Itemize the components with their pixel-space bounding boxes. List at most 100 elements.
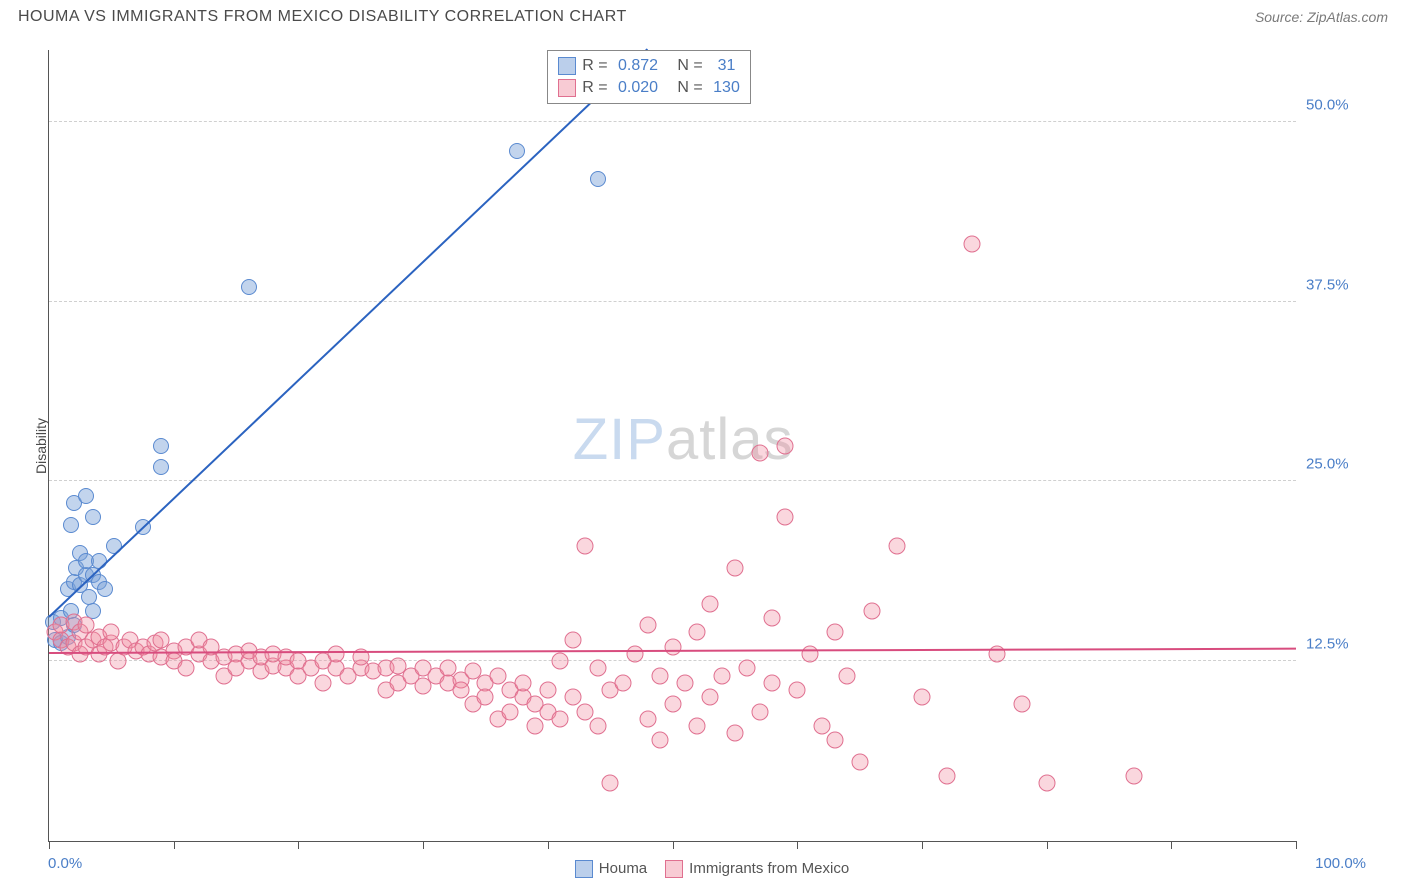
legend-n-value: 31 [713, 55, 735, 77]
data-point [764, 610, 781, 627]
data-point [103, 624, 120, 641]
data-point [826, 732, 843, 749]
data-point [153, 459, 169, 475]
data-point [689, 717, 706, 734]
legend-stat-row: R = 0.872 N = 31 [558, 55, 740, 77]
data-point [577, 703, 594, 720]
data-point [664, 696, 681, 713]
legend-series-label: Houma [599, 860, 647, 877]
legend-swatch-blue [575, 860, 593, 878]
legend-n-value: 130 [713, 77, 740, 99]
data-point [91, 553, 107, 569]
data-point [689, 624, 706, 641]
data-point [639, 617, 656, 634]
x-tick [1047, 841, 1048, 849]
y-tick-label: 50.0% [1306, 96, 1366, 113]
legend-n-label: N = [664, 55, 707, 77]
data-point [676, 674, 693, 691]
y-axis-label: Disability [33, 418, 49, 474]
chart-area: ZIPatlas 12.5%25.0%37.5%50.0% Disability… [48, 50, 1296, 842]
legend-swatch-pink [665, 860, 683, 878]
data-point [776, 509, 793, 526]
data-point [963, 236, 980, 253]
data-point [489, 667, 506, 684]
x-tick [1296, 841, 1297, 849]
y-tick-label: 37.5% [1306, 276, 1366, 293]
x-tick [49, 841, 50, 849]
data-point [701, 595, 718, 612]
trend-line-houma [48, 48, 648, 618]
legend-r-label: R = [582, 55, 612, 77]
series-legend: Houma Immigrants from Mexico [0, 860, 1406, 878]
x-tick [673, 841, 674, 849]
data-point [602, 775, 619, 792]
y-tick-label: 12.5% [1306, 636, 1366, 653]
x-tick [174, 841, 175, 849]
data-point [864, 602, 881, 619]
data-point [63, 517, 79, 533]
watermark: ZIPatlas [573, 406, 794, 473]
data-point [81, 589, 97, 605]
data-point [614, 674, 631, 691]
data-point [751, 703, 768, 720]
data-point [714, 667, 731, 684]
source-label: Source: ZipAtlas.com [1255, 9, 1388, 25]
data-point [888, 538, 905, 555]
data-point [1013, 696, 1030, 713]
data-point [590, 171, 606, 187]
data-point [502, 703, 519, 720]
data-point [589, 717, 606, 734]
data-point [452, 682, 469, 699]
correlation-legend: R = 0.872 N = 31R = 0.020 N = 130 [547, 50, 751, 104]
data-point [652, 667, 669, 684]
data-point [97, 581, 113, 597]
data-point [577, 538, 594, 555]
legend-swatch-blue [558, 57, 576, 75]
data-point [751, 444, 768, 461]
data-point [938, 768, 955, 785]
legend-r-value: 0.020 [618, 77, 658, 99]
data-point [1038, 775, 1055, 792]
data-point [1125, 768, 1142, 785]
data-point [776, 437, 793, 454]
data-point [913, 689, 930, 706]
data-point [814, 717, 831, 734]
legend-stat-row: R = 0.020 N = 130 [558, 77, 740, 99]
data-point [514, 674, 531, 691]
data-point [639, 710, 656, 727]
data-point [726, 559, 743, 576]
data-point [801, 646, 818, 663]
data-point [327, 646, 344, 663]
data-point [509, 143, 525, 159]
data-point [589, 660, 606, 677]
data-point [851, 753, 868, 770]
data-point [664, 638, 681, 655]
data-point [564, 631, 581, 648]
data-point [241, 279, 257, 295]
data-point [315, 674, 332, 691]
legend-n-label: N = [664, 77, 707, 99]
data-point [178, 660, 195, 677]
gridline [49, 301, 1296, 302]
gridline [49, 121, 1296, 122]
plot-area: ZIPatlas 12.5%25.0%37.5%50.0% [48, 50, 1296, 842]
data-point [78, 488, 94, 504]
watermark-atlas: atlas [666, 407, 794, 472]
chart-title: HOUMA VS IMMIGRANTS FROM MEXICO DISABILI… [18, 8, 627, 26]
data-point [477, 689, 494, 706]
data-point [564, 689, 581, 706]
legend-series-label: Immigrants from Mexico [689, 860, 849, 877]
data-point [652, 732, 669, 749]
data-point [539, 682, 556, 699]
data-point [527, 717, 544, 734]
x-tick [548, 841, 549, 849]
legend-r-value: 0.872 [618, 55, 658, 77]
data-point [701, 689, 718, 706]
data-point [764, 674, 781, 691]
data-point [789, 682, 806, 699]
legend-swatch-pink [558, 79, 576, 97]
data-point [726, 725, 743, 742]
data-point [552, 710, 569, 727]
legend-r-label: R = [582, 77, 612, 99]
data-point [552, 653, 569, 670]
